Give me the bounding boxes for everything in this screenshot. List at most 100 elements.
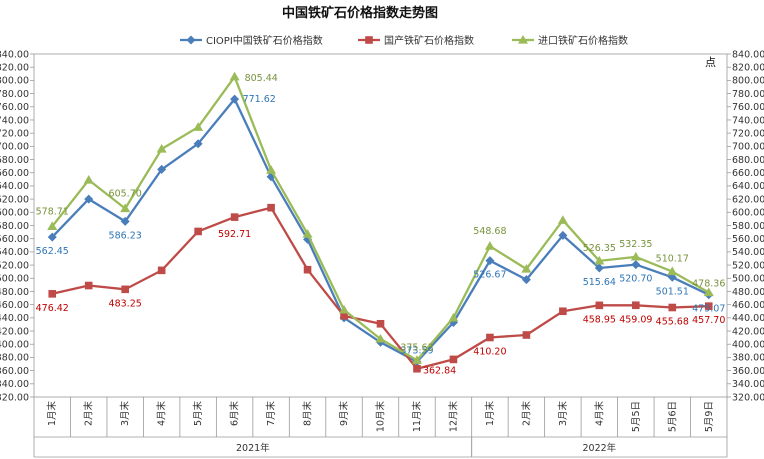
data-label: 805.44 — [245, 73, 278, 84]
data-point-square — [365, 36, 373, 44]
data-label: 483.25 — [109, 298, 142, 309]
data-point-triangle — [266, 165, 277, 174]
y-tick-label-left: 780.00 — [0, 89, 29, 100]
y-tick-label-left: 600.00 — [0, 208, 29, 219]
y-tick-label-right: 620.00 — [732, 194, 764, 205]
data-label: 457.70 — [692, 315, 725, 326]
y-tick-label-left: 460.00 — [0, 300, 29, 311]
data-point-triangle — [156, 143, 167, 153]
data-label: 605.70 — [109, 189, 142, 200]
y-tick-label-right: 760.00 — [732, 102, 764, 113]
data-point-triangle — [594, 255, 605, 265]
x-tick-label: 2月末 — [520, 401, 532, 427]
x-tick-label: 12月末 — [447, 401, 459, 433]
data-label: 592.71 — [218, 229, 251, 240]
data-point-triangle — [484, 241, 495, 250]
data-point-square — [449, 355, 458, 364]
y-tick-label-right: 320.00 — [732, 392, 764, 403]
data-point-square — [267, 203, 275, 212]
y-tick-label-right: 800.00 — [732, 76, 764, 87]
data-label: 526.67 — [473, 270, 506, 281]
x-tick-label: 11月末 — [411, 401, 423, 433]
plot-area — [47, 71, 714, 373]
data-point-triangle — [120, 203, 131, 213]
data-point-triangle — [193, 122, 204, 131]
x-tick-label: 4月末 — [156, 401, 168, 427]
x-tick-label: 1月末 — [46, 401, 58, 427]
year-label: 2021年 — [236, 442, 270, 454]
x-tick-label: 4月末 — [593, 401, 605, 427]
x-tick-label: 2月末 — [83, 401, 95, 427]
y-tick-label-left: 400.00 — [0, 340, 29, 351]
data-point-diamond — [521, 275, 531, 285]
y-tick-label-left: 580.00 — [0, 221, 29, 232]
data-point-square — [704, 302, 713, 310]
data-label: 475.07 — [692, 304, 725, 315]
data-point-square — [230, 213, 239, 221]
legend-label: 国产铁矿石价格指数 — [384, 34, 474, 47]
legend-item-1: CIOPI中国铁矿石价格指数 — [180, 34, 323, 47]
legend-label: 进口铁矿石价格指数 — [538, 34, 628, 47]
y-tick-label-left: 360.00 — [0, 366, 29, 377]
x-tick-label: 10月末 — [375, 401, 387, 433]
y-tick-label-left: 480.00 — [0, 287, 29, 298]
data-point-square — [486, 333, 494, 342]
data-point-triangle — [375, 333, 386, 343]
data-point-square — [157, 266, 166, 275]
data-point-triangle — [703, 287, 714, 297]
data-point-diamond — [485, 256, 495, 266]
y-tick-label-right: 380.00 — [732, 353, 764, 364]
chart-title: 中国铁矿石价格指数走势图 — [282, 5, 438, 21]
x-tick-label: 5月6日 — [667, 401, 678, 432]
data-label: 548.68 — [473, 226, 506, 237]
data-point-diamond — [631, 260, 641, 270]
legend-item-2: 国产铁矿石价格指数 — [358, 34, 474, 47]
data-label: 562.45 — [36, 246, 69, 257]
data-label: 410.20 — [473, 347, 506, 358]
y-tick-label-left: 380.00 — [0, 353, 29, 364]
data-labels: 562.45 586.23 771.62 373.59 526.67 515.64 520.… — [36, 73, 726, 377]
data-label: 771.62 — [243, 94, 276, 105]
data-point-triangle — [83, 174, 94, 184]
data-point-square — [595, 301, 604, 310]
y-tick-label-left: 680.00 — [0, 155, 29, 166]
data-point-diamond — [230, 94, 240, 104]
x-tick-label: 3月末 — [557, 401, 569, 427]
data-point-diamond — [186, 35, 196, 45]
y-tick-label-left: 520.00 — [0, 260, 29, 271]
y-tick-label-right: 500.00 — [732, 274, 764, 285]
y-tick-label-right: 420.00 — [732, 326, 764, 337]
x-tick-label: 6月末 — [229, 401, 241, 427]
y-tick-label-left: 620.00 — [0, 194, 29, 205]
data-point-square — [376, 319, 385, 328]
data-point-square — [340, 312, 348, 320]
x-tick-label: 3月末 — [119, 401, 131, 427]
y-tick-label-right: 440.00 — [732, 313, 764, 324]
y-tick-label-left: 740.00 — [0, 115, 29, 126]
data-point-square — [121, 285, 129, 294]
data-label: 362.84 — [423, 366, 456, 377]
data-point-triangle — [630, 251, 641, 261]
y-tick-label-left: 660.00 — [0, 168, 29, 179]
data-point-square — [522, 331, 531, 339]
y-tick-label-left: 320.00 — [0, 392, 29, 403]
y-tick-label-left: 820.00 — [0, 62, 29, 73]
x-tick-label: 7月末 — [265, 401, 277, 427]
y-tick-label-left: 340.00 — [0, 379, 29, 390]
y-tick-label-left: 760.00 — [0, 102, 29, 113]
y-tick-label-right: 840.00 — [732, 49, 764, 60]
y-tick-label-right: 340.00 — [732, 379, 764, 390]
data-point-diamond — [157, 164, 167, 174]
y-tick-label-right: 540.00 — [732, 247, 764, 258]
data-label: 459.09 — [619, 314, 652, 325]
data-point-square — [559, 307, 567, 316]
x-tick-label: 5月末 — [192, 401, 204, 427]
y-tick-label-right: 820.00 — [732, 62, 764, 73]
y-tick-label-right: 520.00 — [732, 260, 764, 271]
y-tick-label-left: 720.00 — [0, 128, 29, 139]
unit-label: 点 — [705, 56, 716, 69]
y-tick-label-right: 580.00 — [732, 221, 764, 232]
data-point-diamond — [47, 232, 57, 242]
y-tick-label-left: 840.00 — [0, 49, 29, 60]
